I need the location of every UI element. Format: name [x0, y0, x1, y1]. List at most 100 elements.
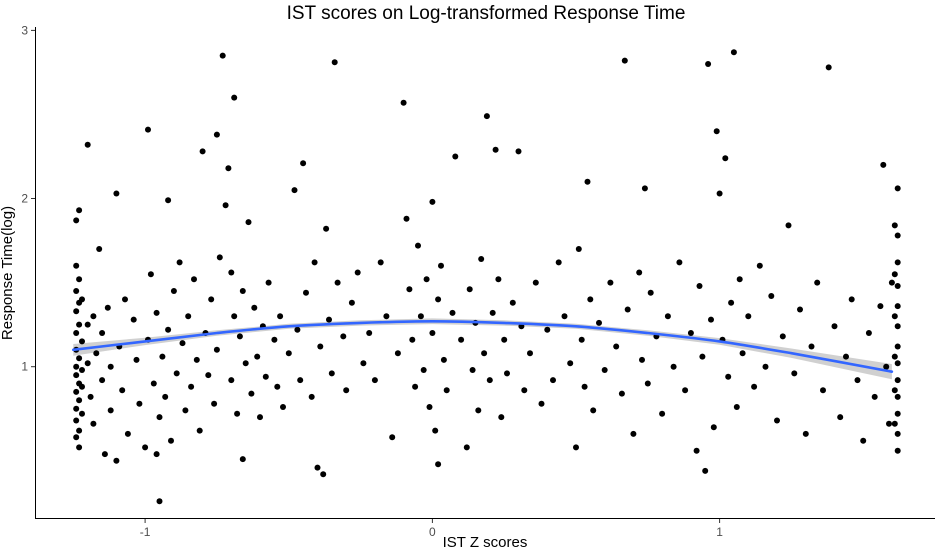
- data-point: [182, 407, 189, 414]
- data-point: [636, 269, 643, 276]
- data-point: [891, 313, 898, 320]
- data-point: [555, 259, 562, 266]
- data-point: [326, 316, 332, 323]
- y-axis-label: Response Time(log): [0, 206, 16, 340]
- data-point: [228, 377, 235, 384]
- data-point: [317, 343, 324, 350]
- data-point: [73, 388, 80, 395]
- data-point: [797, 306, 803, 313]
- data-point: [251, 304, 258, 311]
- data-point: [426, 404, 433, 410]
- data-point: [79, 410, 85, 417]
- data-point: [73, 262, 80, 269]
- data-point: [159, 353, 166, 360]
- data-point: [90, 420, 97, 427]
- data-point: [693, 447, 700, 454]
- y-tick-label: 3: [21, 23, 28, 37]
- data-point: [573, 444, 579, 451]
- data-point: [236, 333, 243, 340]
- data-point: [561, 313, 568, 320]
- data-point: [596, 319, 602, 326]
- data-point: [664, 313, 671, 320]
- data-point: [254, 353, 261, 360]
- data-point: [590, 407, 597, 414]
- data-point: [774, 417, 780, 424]
- data-point: [713, 128, 720, 135]
- data-point: [277, 313, 284, 320]
- data-point: [99, 330, 106, 336]
- data-point: [165, 197, 172, 204]
- data-point: [417, 313, 424, 320]
- data-point: [73, 363, 80, 370]
- data-point: [532, 279, 539, 286]
- data-point: [76, 355, 83, 362]
- data-point: [894, 232, 901, 239]
- data-point: [156, 498, 163, 505]
- data-point: [716, 190, 723, 197]
- data-point: [79, 367, 85, 373]
- data-point: [751, 383, 758, 390]
- data-point: [621, 57, 628, 64]
- data-point: [584, 178, 591, 185]
- data-point: [825, 64, 832, 71]
- data-point: [409, 336, 416, 343]
- data-point: [354, 269, 361, 276]
- data-point: [265, 279, 272, 286]
- data-point: [84, 360, 91, 367]
- data-point: [340, 333, 347, 340]
- data-point: [432, 427, 439, 434]
- data-point: [415, 242, 421, 249]
- data-point: [725, 373, 732, 380]
- data-point: [894, 393, 901, 400]
- data-point: [756, 262, 763, 269]
- data-point: [498, 414, 505, 421]
- data-point: [486, 377, 493, 384]
- data-point: [205, 372, 212, 379]
- data-point: [443, 387, 450, 394]
- data-point: [613, 343, 620, 350]
- data-point: [808, 343, 815, 350]
- data-point: [79, 383, 85, 390]
- data-point: [84, 141, 91, 148]
- data-point: [504, 370, 510, 377]
- data-point: [509, 299, 516, 306]
- data-point: [136, 400, 143, 407]
- x-axis-label: IST Z scores: [443, 534, 528, 551]
- data-point: [607, 279, 614, 286]
- data-point: [435, 296, 442, 303]
- data-point: [843, 353, 849, 360]
- trend-line: [72, 319, 894, 373]
- data-point: [208, 296, 215, 303]
- data-point: [696, 283, 703, 289]
- x-tick-label: 0: [429, 525, 436, 539]
- data-point: [762, 363, 769, 370]
- data-point: [328, 370, 335, 377]
- data-point: [73, 308, 80, 315]
- data-point: [814, 279, 821, 286]
- data-point: [458, 336, 465, 343]
- data-point: [133, 356, 140, 363]
- data-point: [176, 259, 183, 266]
- data-point: [578, 336, 585, 343]
- data-point: [76, 397, 83, 404]
- data-point: [79, 296, 85, 303]
- data-point: [107, 407, 114, 414]
- data-point: [791, 370, 798, 377]
- data-point: [871, 393, 878, 400]
- data-point: [739, 350, 746, 357]
- data-point: [894, 377, 901, 384]
- data-point: [142, 444, 149, 451]
- data-point: [538, 400, 545, 407]
- data-point: [894, 447, 901, 454]
- data-point: [113, 190, 120, 197]
- data-point: [670, 363, 677, 370]
- data-point: [104, 304, 111, 311]
- data-point: [449, 309, 456, 316]
- data-point: [179, 340, 186, 347]
- data-point: [745, 313, 752, 320]
- data-point: [285, 350, 292, 357]
- y-tick-label: 2: [21, 192, 28, 206]
- data-point: [303, 289, 309, 296]
- data-point: [682, 387, 689, 394]
